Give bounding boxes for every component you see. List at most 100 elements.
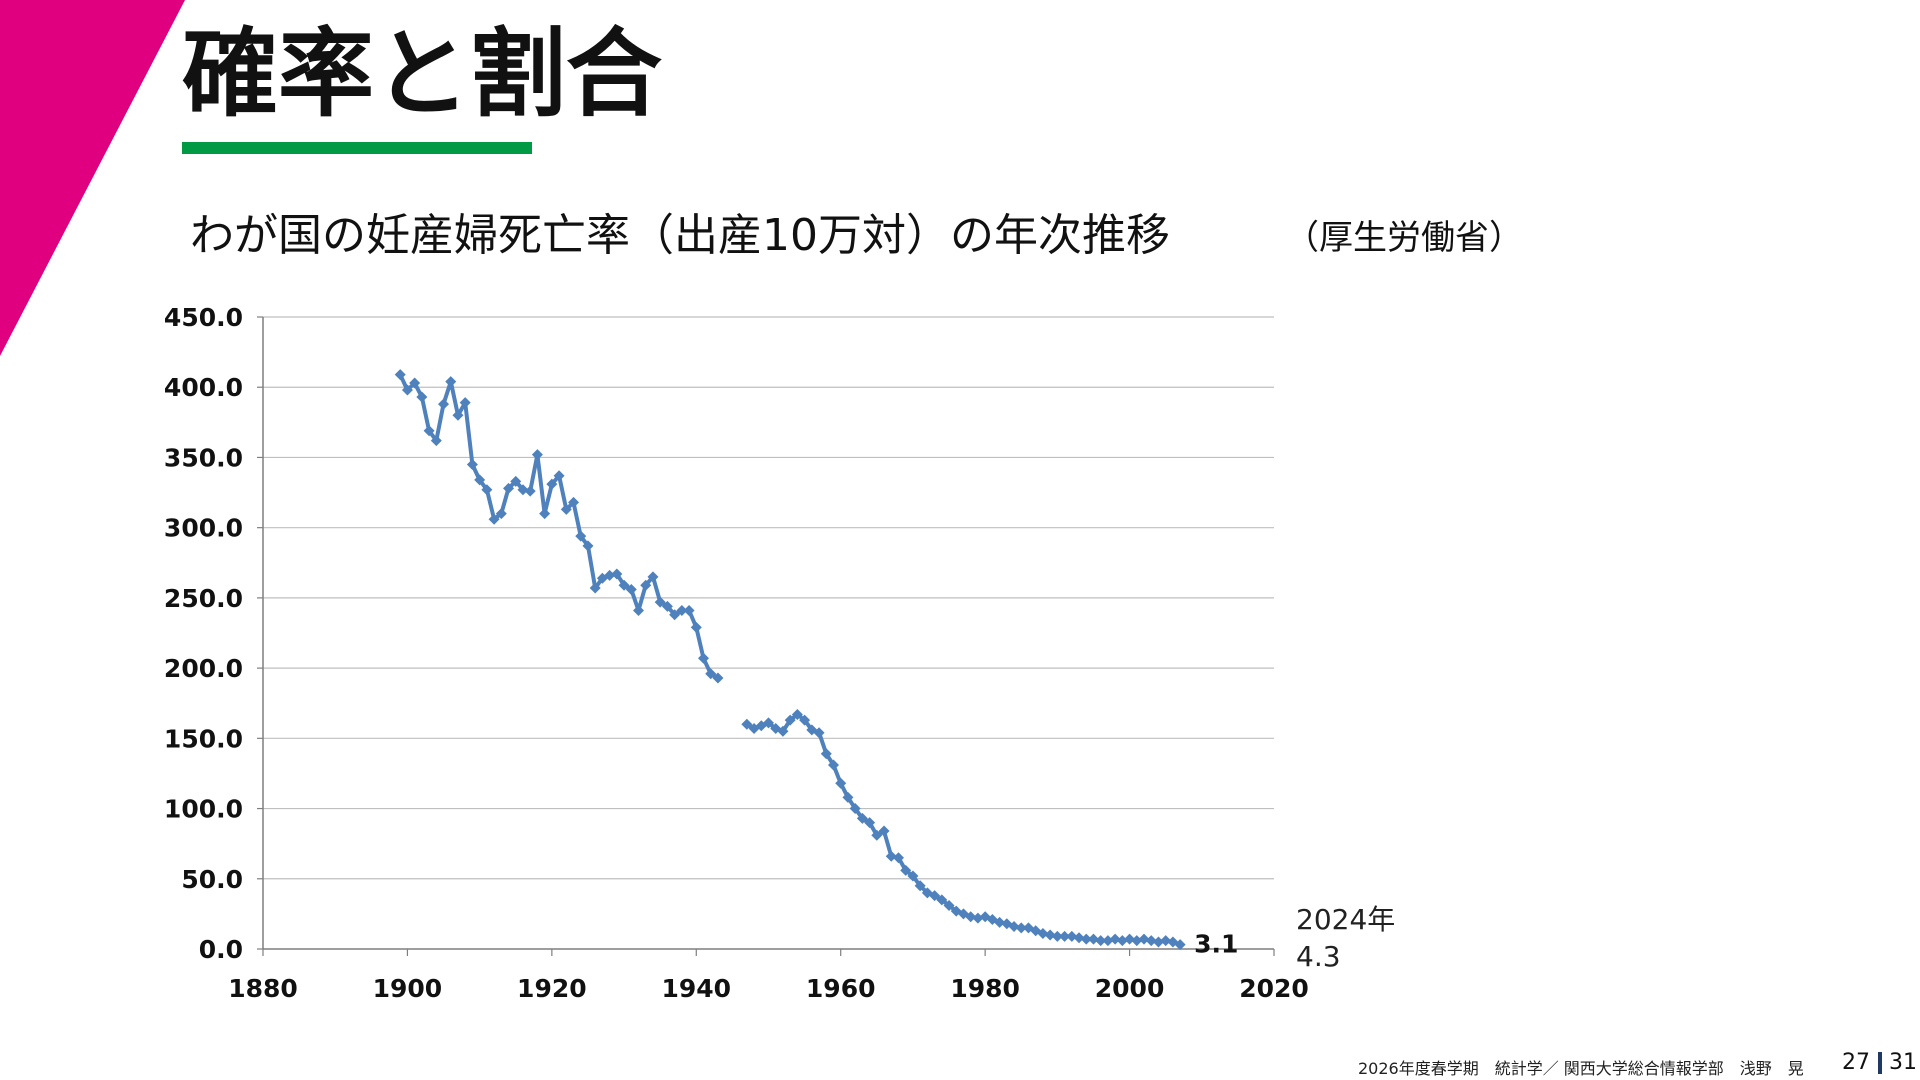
data-point	[510, 475, 522, 487]
chart-source: （厚生労働省）	[1285, 218, 1523, 258]
data-point	[914, 880, 926, 892]
data-point	[517, 484, 529, 496]
data-point	[445, 376, 457, 388]
data-point	[835, 777, 847, 789]
y-tick-label: 350.0	[164, 443, 243, 472]
data-point	[705, 668, 717, 680]
data-point	[568, 496, 580, 508]
data-point	[907, 870, 919, 882]
data-point	[813, 727, 825, 739]
data-point	[1109, 933, 1121, 945]
x-tick-label: 1940	[661, 974, 731, 1003]
data-point	[459, 397, 471, 409]
data-point	[430, 435, 442, 447]
data-point	[654, 596, 666, 608]
data-point	[589, 582, 601, 594]
data-point	[524, 485, 536, 497]
page-number-divider	[1878, 1052, 1882, 1074]
annotation-value: 4.3	[1296, 940, 1341, 973]
data-point	[827, 759, 839, 771]
end-value-label: 3.1	[1194, 930, 1238, 959]
data-point	[531, 449, 543, 461]
y-tick-label: 250.0	[164, 584, 243, 613]
data-point	[1044, 929, 1056, 941]
corner-accent-triangle	[0, 0, 185, 356]
data-point	[539, 508, 551, 520]
data-point	[1102, 935, 1114, 947]
data-point	[1131, 935, 1143, 947]
data-point	[936, 894, 948, 906]
data-point	[582, 540, 594, 552]
y-tick-label: 300.0	[164, 514, 243, 543]
data-point	[669, 609, 681, 621]
data-point	[618, 579, 630, 591]
data-point	[784, 714, 796, 726]
corner-accent-shape	[0, 0, 185, 356]
data-point	[481, 484, 493, 496]
data-point	[452, 409, 464, 421]
slide-footer: 2026年度春学期 統計学／ 関西大学総合情報学部 浅野 晃	[1358, 1059, 1804, 1078]
data-point	[466, 458, 478, 470]
data-point	[546, 478, 558, 490]
data-point	[1051, 930, 1063, 942]
data-point	[698, 652, 710, 664]
x-tick-label: 1960	[806, 974, 876, 1003]
data-point	[1174, 939, 1186, 951]
data-point	[741, 718, 753, 730]
title-underline	[182, 142, 532, 154]
y-tick-label: 0.0	[199, 935, 243, 964]
data-point	[474, 474, 486, 486]
data-point	[423, 425, 435, 437]
data-point	[1015, 922, 1027, 934]
data-point	[604, 569, 616, 581]
data-point	[683, 605, 695, 617]
data-point	[856, 812, 868, 824]
y-tick-label: 200.0	[164, 654, 243, 683]
data-point	[994, 916, 1006, 928]
data-point	[871, 829, 883, 841]
x-tick-label: 1980	[950, 974, 1020, 1003]
data-point	[575, 530, 587, 542]
data-point	[885, 850, 897, 862]
data-point	[1080, 933, 1092, 945]
data-point	[640, 579, 652, 591]
data-point	[1059, 930, 1071, 942]
x-tick-label: 1920	[517, 974, 587, 1003]
data-point	[864, 817, 876, 829]
y-tick-label: 400.0	[164, 373, 243, 402]
data-point	[661, 600, 673, 612]
chart-title: わが国の妊産婦死亡率（出産10万対）の年次推移	[190, 210, 1170, 261]
x-tick-label: 2020	[1239, 974, 1309, 1003]
data-point	[892, 852, 904, 864]
data-point	[401, 384, 413, 396]
data-point	[503, 482, 515, 494]
y-tick-label: 50.0	[181, 865, 243, 894]
data-point	[633, 605, 645, 617]
data-point	[820, 748, 832, 760]
data-point	[799, 714, 811, 726]
series-line	[398, 373, 719, 680]
data-point	[1073, 932, 1085, 944]
data-point	[929, 890, 941, 902]
data-point	[625, 583, 637, 595]
data-point	[611, 568, 623, 580]
data-point	[553, 470, 565, 482]
y-tick-label: 150.0	[164, 724, 243, 753]
data-point	[972, 912, 984, 924]
data-point	[1145, 935, 1157, 947]
page-number-total: 31	[1889, 1050, 1917, 1075]
data-point	[394, 369, 406, 381]
x-tick-label: 1900	[373, 974, 443, 1003]
data-point	[1152, 936, 1164, 948]
data-point	[849, 803, 861, 815]
data-point	[647, 571, 659, 583]
data-point	[1008, 921, 1020, 933]
y-tick-label: 100.0	[164, 795, 243, 824]
data-point	[791, 708, 803, 720]
data-point	[690, 621, 702, 633]
data-point	[1087, 933, 1099, 945]
data-point	[943, 899, 955, 911]
data-point	[1124, 933, 1136, 945]
data-point	[1095, 935, 1107, 947]
